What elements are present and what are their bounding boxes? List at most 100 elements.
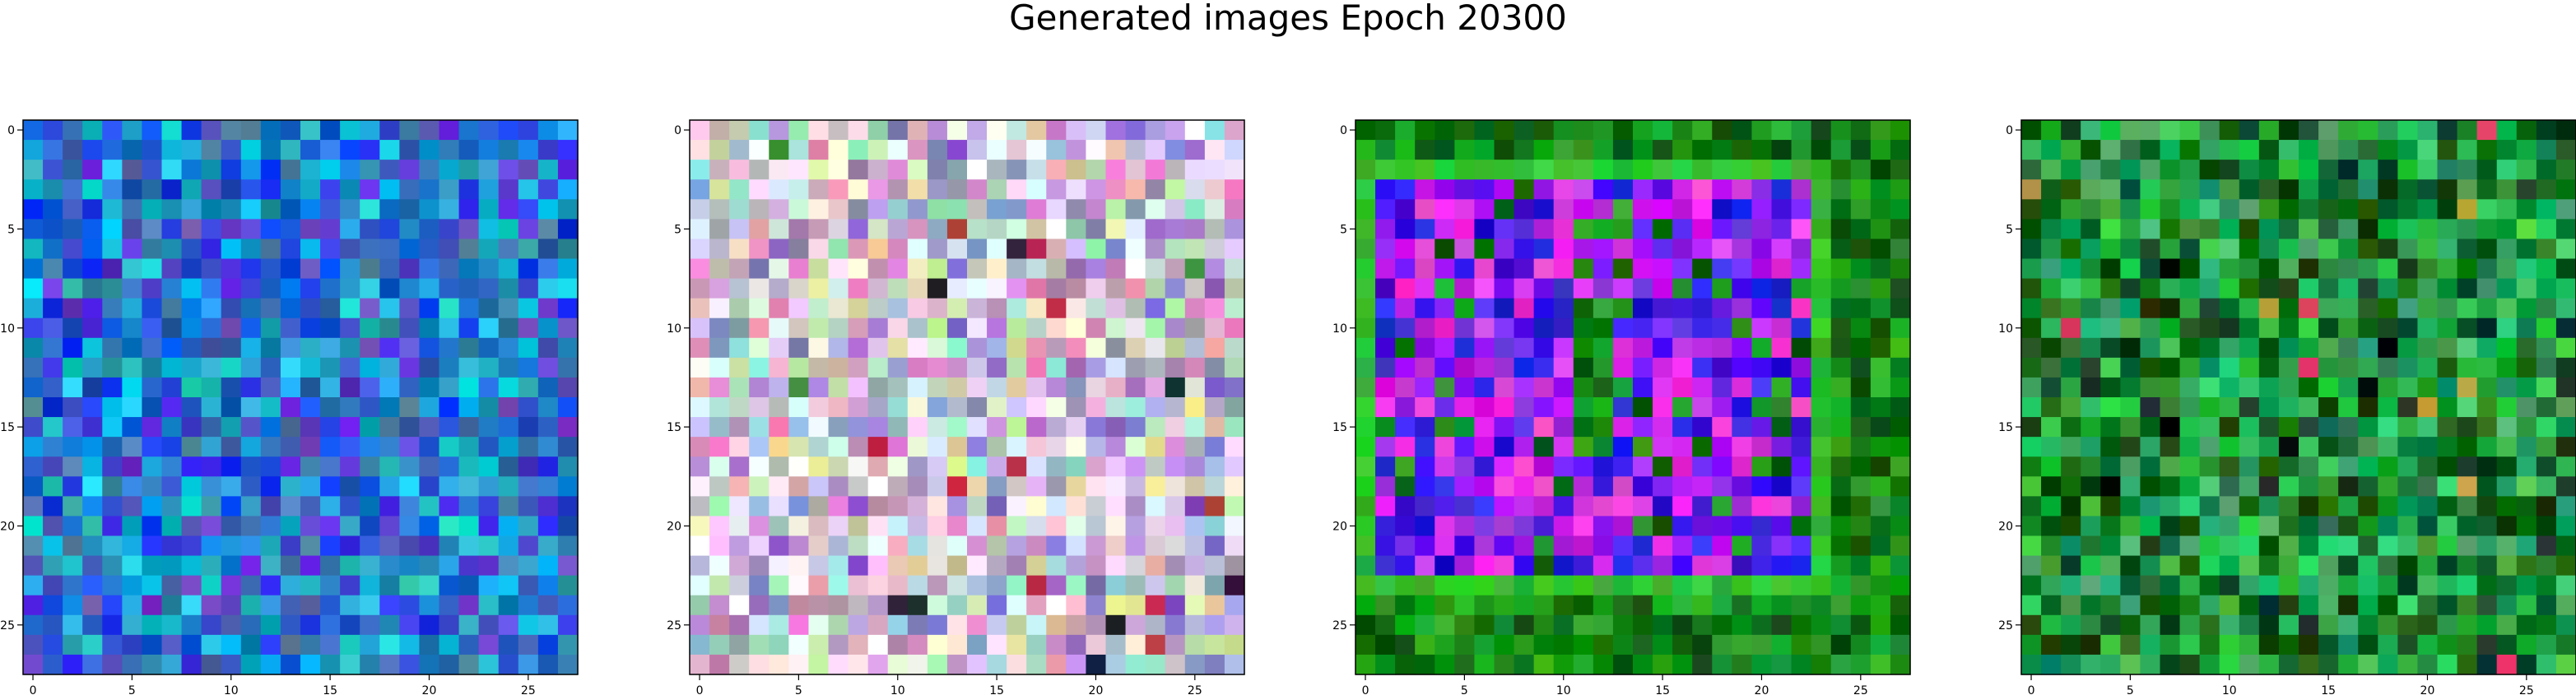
- pixel-cell: [2140, 437, 2161, 457]
- pixel-cell: [1046, 278, 1067, 299]
- pixel-cell: [927, 219, 948, 240]
- pixel-cell: [1224, 199, 1245, 220]
- pixel-cell: [967, 140, 988, 160]
- pixel-cell: [788, 160, 810, 180]
- pixel-cell: [1204, 298, 1225, 319]
- pixel-cell: [1533, 437, 1555, 457]
- pixel-cell: [399, 140, 421, 160]
- pixel-cell: [1514, 575, 1535, 596]
- pixel-cell: [1712, 496, 1732, 517]
- pixel-cell: [1771, 417, 1793, 438]
- pixel-cell: [43, 555, 63, 577]
- pixel-cell: [1165, 278, 1186, 299]
- pixel-cell: [518, 516, 539, 537]
- pixel-cell: [201, 357, 222, 378]
- pixel-cell: [1811, 516, 1832, 537]
- pixel-cell: [63, 516, 83, 537]
- pixel-cell: [518, 437, 539, 457]
- pixel-cell: [2358, 179, 2378, 200]
- pixel-cell: [1046, 437, 1067, 457]
- pixel-cell: [161, 140, 183, 160]
- pixel-cell: [729, 634, 750, 656]
- pixel-cell: [729, 654, 750, 675]
- pixel-cell: [439, 535, 460, 557]
- pixel-cell: [1791, 298, 1812, 319]
- pixel-cell: [2179, 239, 2201, 260]
- pixel-cell: [478, 516, 500, 537]
- pixel-cell: [2179, 120, 2201, 141]
- pixel-cell: [498, 496, 519, 517]
- pixel-cell: [23, 555, 44, 577]
- pixel-cell: [1633, 317, 1653, 339]
- pixel-cell: [43, 397, 63, 418]
- pixel-cell: [1026, 258, 1047, 280]
- pixel-cell: [340, 397, 360, 418]
- pixel-cell: [1593, 337, 1614, 359]
- pixel-cell: [181, 317, 202, 339]
- pixel-cell: [320, 258, 341, 280]
- pixel-cell: [2437, 199, 2458, 220]
- pixel-cell: [122, 219, 143, 240]
- pixel-cell: [2457, 654, 2478, 675]
- pixel-cell: [2199, 595, 2220, 616]
- pixel-cell: [1415, 357, 1435, 378]
- pixel-cell: [1204, 417, 1225, 438]
- pixel-cell: [946, 377, 968, 398]
- pixel-cell: [439, 417, 460, 438]
- pixel-cell: [1672, 179, 1693, 200]
- pixel-cell: [399, 397, 421, 418]
- pixel-cell: [340, 377, 360, 398]
- pixel-cell: [2120, 298, 2141, 319]
- pixel-cell: [1375, 614, 1396, 636]
- pixel-cell: [2061, 258, 2081, 280]
- pixel-cell: [43, 199, 63, 220]
- pixel-cell: [280, 417, 301, 438]
- pixel-cell: [419, 575, 440, 596]
- pixel-cell: [1612, 397, 1634, 418]
- pixel-cell: [2338, 634, 2359, 656]
- pixel-cell: [1086, 437, 1107, 457]
- pixel-cell: [2457, 219, 2478, 240]
- pixel-cell: [340, 456, 360, 477]
- pixel-cell: [987, 476, 1007, 497]
- pixel-cell: [1850, 437, 1872, 457]
- pixel-cell: [867, 337, 889, 359]
- pixel-cell: [2021, 239, 2042, 260]
- pixel-cell: [2516, 614, 2537, 636]
- pixel-cell: [1850, 239, 1872, 260]
- pixel-cell: [2496, 120, 2518, 141]
- pixel-cell: [82, 614, 103, 636]
- pixel-cell: [478, 614, 500, 636]
- pixel-cell: [478, 634, 500, 656]
- pixel-cell: [1007, 219, 1027, 240]
- pixel-cell: [1791, 317, 1812, 339]
- pixel-cell: [808, 614, 830, 636]
- pixel-cell: [1533, 397, 1555, 418]
- pixel-cell: [1066, 456, 1087, 477]
- pixel-cell: [82, 437, 103, 457]
- pixel-cell: [1633, 614, 1653, 636]
- pixel-cell: [2140, 535, 2161, 557]
- pixel-cell: [2476, 219, 2498, 240]
- pixel-cell: [2140, 575, 2161, 596]
- pixel-cell: [1375, 417, 1396, 438]
- pixel-cell: [867, 357, 889, 378]
- pixel-cell: [1573, 239, 1594, 260]
- pixel-cell: [1692, 377, 1713, 398]
- pixel-cell: [2160, 239, 2181, 260]
- pixel-cell: [360, 219, 380, 240]
- pixel-cell: [1184, 160, 1206, 180]
- pixel-cell: [907, 555, 928, 577]
- pixel-cell: [2516, 417, 2537, 438]
- pixel-cell: [1553, 298, 1574, 319]
- pixel-cell: [1415, 555, 1435, 577]
- pixel-cell: [690, 496, 710, 517]
- pixel-cell: [1165, 595, 1186, 616]
- pixel-cell: [498, 614, 519, 636]
- pixel-cell: [1751, 634, 1773, 656]
- pixel-cell: [927, 476, 948, 497]
- pixel-cell: [1046, 199, 1067, 220]
- pixel-cell: [2378, 575, 2398, 596]
- pixel-cell: [749, 219, 770, 240]
- pixel-cell: [2179, 535, 2201, 557]
